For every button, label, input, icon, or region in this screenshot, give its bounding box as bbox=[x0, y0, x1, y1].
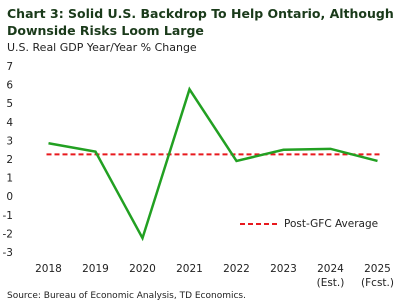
x-tick-label: 2019 bbox=[82, 263, 109, 275]
chart-subtitle: U.S. Real GDP Year/Year % Change bbox=[7, 41, 197, 54]
y-tick-label: 7 bbox=[6, 61, 13, 73]
y-tick-label: 3 bbox=[6, 135, 13, 147]
y-tick-label: 4 bbox=[6, 117, 13, 129]
x-tick-label: 2023 bbox=[270, 263, 297, 275]
x-tick-label: 2025 (Fcst.) bbox=[361, 263, 394, 289]
x-tick-label: 2018 bbox=[35, 263, 62, 275]
y-tick-label: 0 bbox=[6, 191, 13, 203]
y-tick-label: 1 bbox=[6, 173, 13, 185]
source-note: Source: Bureau of Economic Analysis, TD … bbox=[7, 291, 246, 301]
x-tick-label: 2024 (Est.) bbox=[316, 263, 345, 289]
x-tick-label: 2022 bbox=[223, 263, 250, 275]
x-tick-label: 2020 bbox=[129, 263, 156, 275]
y-tick-label: 6 bbox=[6, 80, 13, 92]
data-line bbox=[48, 86, 378, 242]
y-tick-label: -3 bbox=[3, 247, 13, 259]
y-tick-label: 5 bbox=[6, 98, 13, 110]
chart-title: Chart 3: Solid U.S. Backdrop To Help Ont… bbox=[7, 6, 394, 38]
x-tick-label: 2021 bbox=[176, 263, 203, 275]
y-tick-label: -1 bbox=[3, 210, 13, 222]
y-tick-label: 2 bbox=[6, 154, 13, 166]
legend-label: Post-GFC Average bbox=[284, 218, 378, 230]
y-tick-label: -2 bbox=[3, 228, 13, 240]
